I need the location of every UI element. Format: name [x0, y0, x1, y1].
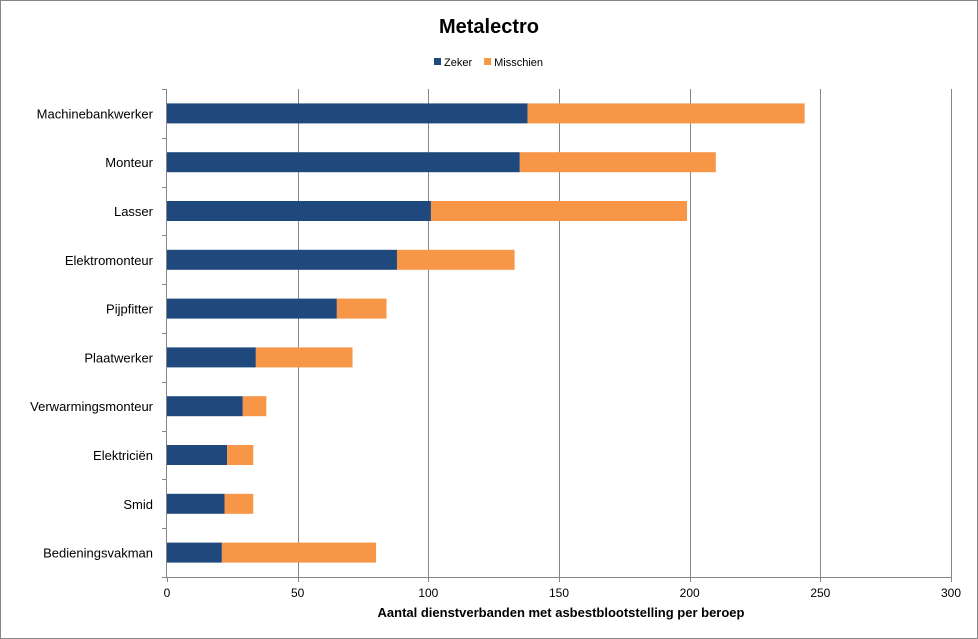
- bar-zeker-3: [167, 249, 397, 270]
- bar-zeker-4: [167, 298, 337, 319]
- bar-zeker-5: [167, 347, 256, 368]
- bar-misschien-9: [221, 542, 377, 563]
- x-tick-label: 100: [418, 586, 438, 600]
- category-label: Machinebankwerker: [37, 106, 154, 121]
- x-tick-label: 150: [549, 586, 569, 600]
- category-label: Pijpfitter: [106, 302, 154, 317]
- bar-misschien-0: [527, 103, 805, 124]
- category-label: Plaatwerker: [84, 350, 153, 365]
- bar-zeker-1: [167, 152, 520, 173]
- category-labels: Machinebankwerker Monteur Lasser Elektromon…: [30, 106, 153, 560]
- x-tick-label: 50: [291, 586, 305, 600]
- category-label: Verwarmingsmonteur: [30, 399, 153, 414]
- x-tick-label: 300: [941, 586, 961, 600]
- category-label: Smid: [123, 497, 153, 512]
- bar-zeker-7: [167, 445, 228, 465]
- bar-zeker-6: [167, 396, 243, 417]
- legend-swatch-zeker: [434, 58, 441, 65]
- bars: [167, 103, 805, 563]
- category-label: Lasser: [114, 204, 154, 219]
- bar-zeker-2: [167, 201, 431, 221]
- category-label: Bedieningsvakman: [43, 546, 153, 561]
- x-tick-label: 200: [680, 586, 700, 600]
- bar-zeker-0: [167, 103, 528, 124]
- chart-title: Metalectro: [439, 16, 539, 38]
- bar-misschien-7: [227, 445, 254, 465]
- bar-misschien-1: [519, 152, 716, 173]
- axes: [162, 89, 952, 582]
- bar-misschien-6: [242, 396, 267, 417]
- x-tick-label: 0: [164, 586, 171, 600]
- legend-label-zeker: Zeker: [444, 57, 472, 69]
- legend-swatch-misschien: [484, 58, 492, 65]
- x-tick-label: 250: [810, 586, 830, 600]
- category-label: Elektromonteur: [65, 253, 154, 268]
- legend: Zeker Misschien: [434, 57, 543, 69]
- category-label: Elektriciën: [93, 448, 153, 463]
- x-axis-title: Aantal dienstverbanden met asbestblootst…: [378, 605, 745, 620]
- bar-misschien-8: [224, 493, 254, 514]
- legend-label-misschien: Misschien: [494, 57, 543, 69]
- bar-misschien-5: [255, 347, 353, 368]
- bar-misschien-3: [396, 249, 515, 270]
- tick-labels: 0 50 100 150 200 250 300: [164, 586, 962, 600]
- bar-zeker-9: [167, 542, 222, 563]
- bar-zeker-8: [167, 493, 225, 514]
- bar-misschien-4: [336, 298, 387, 319]
- bar-misschien-2: [430, 201, 688, 221]
- category-label: Monteur: [105, 155, 153, 170]
